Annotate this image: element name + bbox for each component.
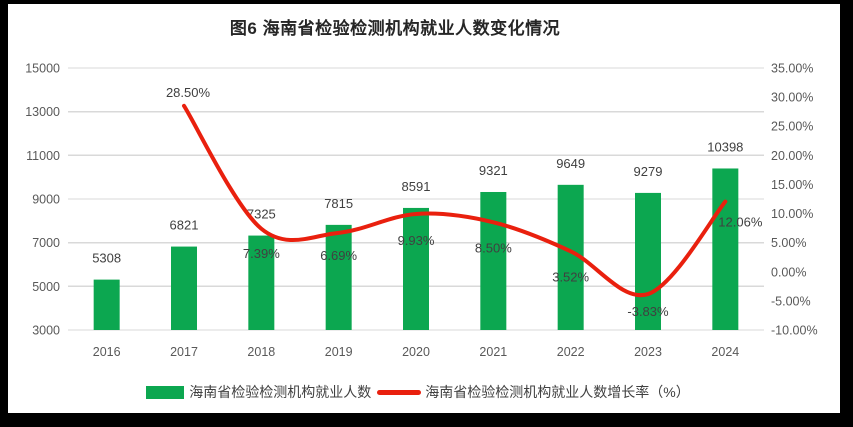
year-label: 2021 [479,345,507,359]
chart-plot-area: 3000 5000 7000 9000 11000 13000 15000 -10.00% -5… [25,62,818,360]
bar-2023 [635,192,661,330]
left-axis-tick: 7000 [32,236,60,250]
bar-2021 [480,191,507,330]
year-label: 2016 [93,345,121,359]
left-axis-tick: 5000 [32,280,60,294]
right-axis-tick: -10.00% [771,324,818,338]
chart-title: 图6 海南省检验检测机构就业人数变化情况 [229,19,561,38]
bar-value-label: 9321 [479,163,508,178]
rate-label: 7.39% [243,246,280,261]
year-label: 2023 [634,345,662,359]
legend-label-growth-rate: 海南省检验检测机构就业人数增长率（%） [425,384,690,400]
bar-2019 [325,224,352,330]
right-axis-tick: 10.00% [771,207,813,221]
bar-value-label: 5308 [92,251,121,266]
bar-value-label: 6821 [170,218,199,233]
year-label: 2022 [557,345,585,359]
left-axis-tick: 13000 [25,105,60,119]
bar-series-swatch [146,385,185,399]
bar-value-label: 7325 [247,207,276,222]
year-label: 2019 [325,345,353,359]
legend-item-growth-rate: 海南省检验检测机构就业人数增长率（%） [371,382,690,402]
right-axis-tick: 30.00% [771,91,813,105]
bar-value-label: 10398 [707,139,743,154]
chart-image: 图6 海南省检验检测机构就业人数变化情况 3000 5000 7000 9000 110… [8,4,840,413]
bar-2018 [248,235,275,330]
bar-2016 [93,279,120,330]
bar-value-label: 9649 [556,156,585,171]
year-label: 2018 [247,345,275,359]
right-axis-tick: 0.00% [771,265,806,279]
bar-2024 [712,168,739,330]
rate-label: 12.06% [718,215,763,230]
left-axis-tick: 11000 [26,149,60,163]
right-axis-tick: 15.00% [771,178,813,192]
right-axis-tick: -5.00% [771,294,811,308]
bar-value-label: 9279 [634,164,663,179]
rate-label: 9.93% [398,233,435,248]
rate-label: 6.69% [320,248,357,263]
right-axis-tick: 35.00% [771,62,813,76]
left-axis-tick: 9000 [32,193,60,207]
rate-label: -3.83% [627,304,669,319]
year-label: 2020 [402,345,430,359]
left-axis-tick: 15000 [25,62,60,76]
bar-value-label: 7815 [324,196,353,211]
legend-label-employment: 海南省检验检测机构就业人数 [189,384,372,400]
bar-2017 [171,246,197,330]
chart-legend: 海南省检验检测机构就业人数 海南省检验检测机构就业人数增长率（%） [8,382,828,402]
year-label: 2017 [170,345,198,359]
rate-label: 28.50% [166,85,211,100]
rate-label: 3.52% [552,269,589,284]
growth-rate-line [182,103,728,298]
year-label: 2024 [711,345,739,359]
bar-2020 [403,207,429,330]
bar-value-label: 8591 [402,179,431,194]
rate-label: 8.50% [475,240,512,255]
line-series-swatch [377,389,422,395]
right-axis-tick: 25.00% [771,120,813,134]
right-axis-tick: 20.00% [771,149,813,163]
legend-item-employment: 海南省检验检测机构就业人数 [146,382,371,402]
left-axis-tick: 3000 [32,324,60,338]
right-axis-tick: 5.00% [771,236,806,250]
